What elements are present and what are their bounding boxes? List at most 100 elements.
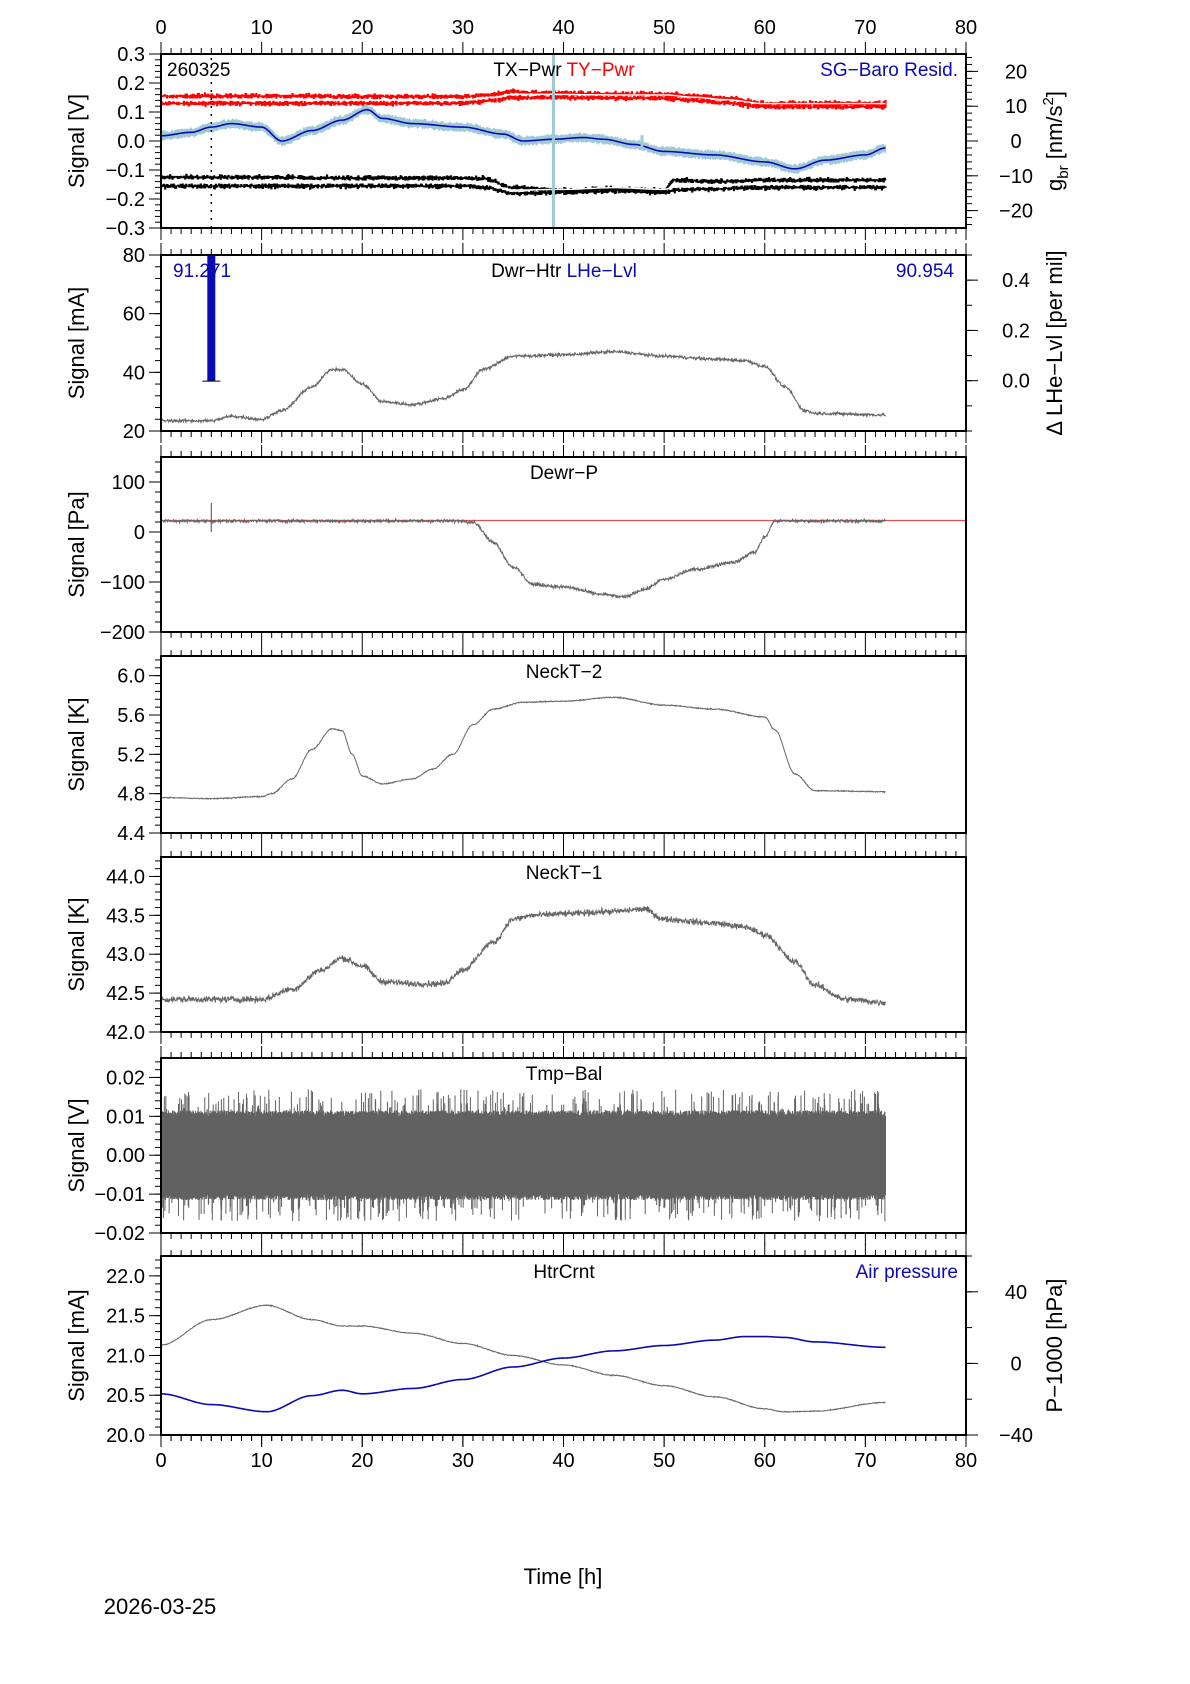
right-y-tick-label: 0.4 (1002, 270, 1030, 292)
y-tick-label: 0.2 (117, 73, 145, 95)
x-tick-label: 70 (854, 1450, 876, 1472)
right-y-tick-label: −20 (999, 201, 1033, 223)
x-tick-label: 40 (552, 1450, 574, 1472)
series-tx-pwr-upper-mean (161, 179, 886, 195)
panel-neckt-1: 44.0 43.5 43.0 42.5 42.0 Signal [K] NeckT−1 (64, 845, 967, 1044)
y-tick-label: 5.2 (117, 744, 145, 766)
series-ty-pwr-lower (161, 93, 887, 110)
x-tick-label: 10 (251, 1450, 273, 1472)
x-tick-label: 80 (955, 17, 977, 39)
bottom-x-axis: 0 10 20 30 40 50 60 70 80 (155, 1435, 977, 1472)
plot-area (161, 905, 886, 1007)
right-y-axis-title: Δ LHe−Lvl [per mil] (1042, 250, 1067, 435)
series-tx-pwr-lower (161, 182, 887, 197)
panel-title: NeckT−1 (526, 863, 603, 884)
y-tick-label: −0.1 (106, 160, 145, 182)
y-tick-label: −0.02 (94, 1223, 145, 1245)
series-neckt-1 (161, 905, 886, 1007)
y-tick-label: 0.02 (106, 1067, 145, 1089)
series-tmp-bal (161, 1089, 886, 1222)
panel-title: NeckT−2 (526, 662, 603, 683)
panel-htrcrnt: 22.0 21.5 21.0 20.5 20.0 Signal [mA] 40 0 −40 P−1… (64, 1244, 1067, 1447)
y-axis-title: Signal [K] (64, 897, 89, 991)
x-tick-label: 10 (251, 17, 273, 39)
y-tick-label: 60 (123, 304, 145, 326)
panel-dwr-htr: 80 60 40 20 Signal [mA] 0.4 0.2 0.0 Δ LHe−Lvl [p… (64, 243, 1067, 443)
x-axis-title: Time [h] (524, 1564, 603, 1589)
series-neckt-2 (161, 696, 886, 801)
panel-title: HtrCrnt (533, 1262, 595, 1283)
x-tick-label: 40 (552, 17, 574, 39)
panel-title: Dewr−P (530, 463, 598, 484)
x-tick-label: 20 (351, 1450, 373, 1472)
x-tick-label: 80 (955, 1450, 977, 1472)
right-y-tick-label: 40 (1005, 1282, 1027, 1304)
y-tick-label: 0.00 (106, 1145, 145, 1167)
y-tick-label: 21.5 (106, 1306, 145, 1328)
lhe-end-value: 90.954 (896, 261, 955, 282)
x-tick-label: 30 (452, 1450, 474, 1472)
y-tick-label: 5.6 (117, 705, 145, 727)
panel-neckt-2: 6.0 5.6 5.2 4.8 4.4 Signal [K] NeckT−2 (64, 644, 967, 845)
y-tick-label: −0.3 (106, 218, 145, 240)
series-air-pressure (161, 1335, 886, 1413)
panel-pwr: 0.3 0.2 0.1 0.0 −0.1 −0.2 −0.3 Signal [V] 20 10 0 −… (64, 44, 1072, 240)
y-tick-label: −0.01 (94, 1184, 145, 1206)
right-y-tick-label: −40 (999, 1425, 1033, 1447)
y-tick-label: 44.0 (106, 866, 145, 888)
y-tick-label: 0.0 (117, 131, 145, 153)
right-y-tick-label: 20 (1005, 61, 1027, 83)
series-dwr-htr (161, 348, 886, 425)
series-dewr-p (161, 517, 886, 600)
y-tick-label: 4.8 (117, 784, 145, 806)
y-tick-label: 43.5 (106, 905, 145, 927)
x-tick-label: 70 (854, 17, 876, 39)
plot-area (161, 503, 966, 600)
panel-series-labels: TX−Pwr TY−Pwr (493, 60, 635, 81)
y-tick-label: 42.5 (106, 983, 145, 1005)
y-tick-label: −200 (100, 622, 145, 644)
series-tx-pwr-lower-points (161, 182, 887, 197)
y-tick-label: 4.4 (117, 823, 145, 845)
y-tick-label: 20.0 (106, 1425, 145, 1447)
y-axis-title: Signal [V] (64, 1098, 89, 1192)
series-sg-baro-resid-smooth (161, 108, 886, 170)
y-tick-label: −0.2 (106, 189, 145, 211)
panel-tmp-bal: 0.02 0.01 0.00 −0.01 −0.02 Signal [V] Tmp−Bal (64, 1046, 967, 1245)
lhe-start-value: 91.271 (173, 261, 231, 282)
right-y-tick-label: 0.2 (1002, 320, 1030, 342)
lhe-level-bar (207, 255, 216, 382)
panel-series-labels: Dwr−Htr LHe−Lvl (491, 261, 637, 282)
y-tick-label: −100 (100, 572, 145, 594)
right-y-tick-label: 10 (1005, 96, 1027, 118)
y-tick-label: 0.1 (117, 102, 145, 124)
plot-area (161, 54, 887, 228)
series-htrcrnt (161, 1304, 886, 1413)
right-y-axis-title: P−1000 [hPa] (1042, 1279, 1067, 1413)
plot-area (161, 1089, 886, 1222)
x-tick-label: 30 (452, 17, 474, 39)
y-tick-label: 100 (112, 472, 145, 494)
x-tick-label: 0 (155, 1450, 166, 1472)
y-axis-title: Signal [mA] (64, 287, 89, 400)
y-tick-label: 22.0 (106, 1266, 145, 1288)
y-axis-title: Signal [K] (64, 697, 89, 791)
y-tick-label: 42.0 (106, 1022, 145, 1044)
panel-corner-label: 260325 (167, 60, 230, 81)
x-tick-label: 60 (754, 17, 776, 39)
x-tick-label: 0 (155, 17, 166, 39)
panel-title: Tmp−Bal (526, 1064, 603, 1085)
x-tick-label: 50 (653, 1450, 675, 1472)
x-tick-label: 20 (351, 17, 373, 39)
right-y-axis-title: gbr [nm/s2] (1040, 91, 1072, 191)
y-tick-label: 43.0 (106, 944, 145, 966)
right-y-tick-label: −10 (999, 166, 1033, 188)
plot-area (161, 696, 886, 801)
y-tick-label: 6.0 (117, 666, 145, 688)
plot-area (161, 1304, 886, 1413)
y-tick-label: 0.01 (106, 1106, 145, 1128)
x-tick-label: 60 (754, 1450, 776, 1472)
y-tick-label: 21.0 (106, 1345, 145, 1367)
